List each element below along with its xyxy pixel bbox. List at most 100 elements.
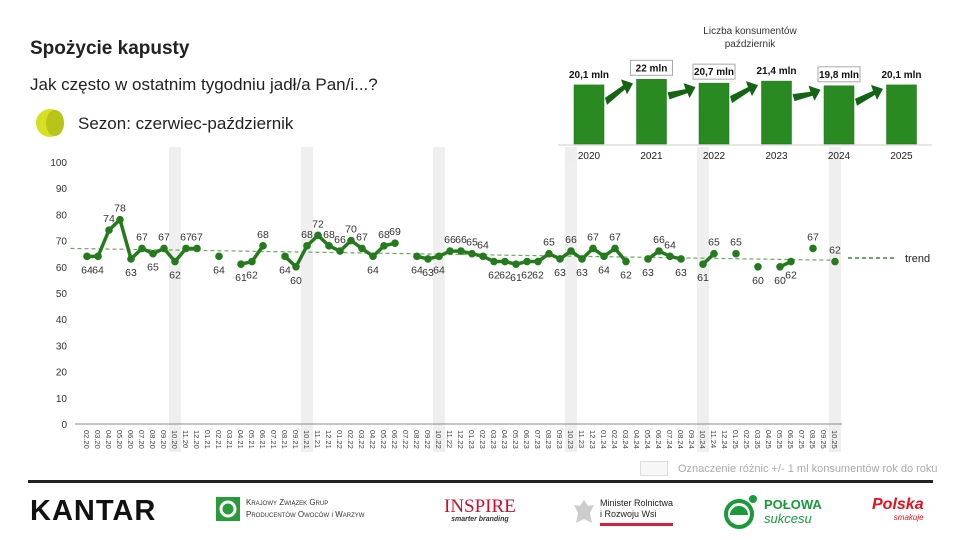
data-point: [182, 244, 190, 253]
trend-arrow-icon: [667, 83, 696, 100]
mini-legend-swatch: [565, 149, 574, 163]
data-label: 67: [807, 231, 819, 243]
data-point: [259, 242, 267, 250]
data-label: 64: [81, 264, 93, 276]
data-point: [809, 244, 817, 253]
x-tick-label: 07.21: [269, 430, 278, 449]
data-label: 68: [323, 229, 335, 241]
data-label: 65: [543, 237, 555, 249]
data-label: 64: [92, 264, 104, 276]
x-tick-label: 03.21: [225, 430, 234, 449]
x-tick-label: 03.23: [489, 430, 498, 449]
data-point: [171, 257, 179, 266]
legend-swatch: [640, 461, 668, 476]
eagle-emblem-icon: [574, 500, 594, 523]
x-tick-label: 02.25: [742, 430, 751, 449]
x-tick-label: 05.25: [775, 430, 784, 449]
mini-year-label: 2023: [765, 151, 788, 162]
kzgpow-logo: Krajowy Związek Grup Producentów Owoców …: [216, 497, 364, 521]
data-label: 64: [477, 239, 489, 251]
highlight-band: [829, 147, 841, 452]
data-label: 68: [378, 229, 390, 241]
data-label: 67: [609, 231, 621, 243]
data-point: [303, 242, 311, 250]
data-point: [578, 255, 586, 263]
mini-value-label: 20,1 mln: [881, 70, 921, 81]
kzgpow-icon: [216, 497, 240, 521]
x-tick-label: 10.24: [698, 430, 707, 449]
data-label: 68: [301, 229, 313, 241]
x-tick-label: 09.21: [291, 430, 300, 449]
mini-value-label: 22 mln: [636, 63, 668, 74]
data-point: [622, 257, 630, 266]
data-label: 64: [664, 239, 676, 251]
data-point: [732, 249, 740, 258]
y-tick-label: 0: [61, 420, 67, 431]
x-tick-label: 10.20: [170, 430, 179, 449]
x-tick-label: 01.24: [599, 430, 608, 449]
data-label: 67: [180, 231, 192, 243]
x-tick-label: 07.22: [401, 430, 410, 449]
data-point: [149, 249, 157, 258]
data-point: [523, 257, 531, 266]
x-tick-label: 09.23: [555, 430, 564, 449]
mini-year-label: 2024: [828, 151, 851, 162]
data-point: [391, 239, 399, 248]
data-label: 63: [576, 267, 588, 279]
data-label: 60: [290, 275, 302, 287]
data-label: 60: [774, 275, 786, 287]
survey-question: Jak często w ostatnim tygodniu jadł/a Pa…: [30, 75, 378, 94]
data-point: [292, 263, 300, 271]
data-point: [644, 255, 652, 263]
data-label: 64: [598, 264, 610, 276]
x-tick-label: 05.20: [115, 430, 124, 449]
polska-line1: Polska: [872, 496, 924, 513]
x-tick-label: 07.23: [533, 430, 542, 449]
data-label: 63: [422, 267, 434, 279]
mini-bar-2024: [823, 85, 855, 145]
x-tick-label: 12.24: [720, 430, 729, 449]
data-point: [490, 257, 498, 266]
trend-arrow-icon: [792, 85, 821, 102]
data-label: 63: [125, 267, 137, 279]
mini-label-box: [817, 66, 861, 83]
x-tick-label: 05.24: [643, 430, 652, 449]
x-tick-label: 03.20: [93, 430, 102, 449]
data-point: [677, 255, 685, 263]
mini-bar-2021: [636, 79, 667, 145]
data-label: 62: [488, 270, 500, 282]
data-point: [589, 244, 597, 253]
data-label: 64: [411, 264, 423, 276]
x-tick-label: 06.23: [522, 430, 531, 449]
x-tick-label: 07.24: [665, 430, 674, 449]
data-label: 62: [829, 245, 841, 257]
mini-bar-2023: [761, 80, 792, 145]
data-point: [138, 244, 146, 253]
data-label: 72: [312, 218, 324, 230]
mini-label-box: [630, 59, 673, 76]
mini-bar-2020: [573, 84, 605, 145]
x-tick-label: 05.22: [379, 430, 388, 449]
x-tick-label: 04.20: [104, 430, 113, 449]
mini-value-label: 20,1 mln: [569, 70, 609, 81]
data-point: [468, 249, 476, 258]
data-point: [358, 244, 366, 253]
data-point: [325, 242, 333, 250]
polowa-line1: POŁOWA: [764, 497, 822, 512]
data-label: 68: [257, 229, 269, 241]
data-label: 62: [785, 270, 797, 282]
data-label: 65: [730, 237, 742, 249]
data-point: [787, 257, 795, 266]
x-tick-label: 01.25: [731, 430, 740, 449]
data-point: [699, 260, 707, 268]
data-point: [446, 247, 454, 255]
data-point: [611, 244, 619, 253]
data-point: [105, 226, 113, 234]
mini-value-label: 20,7 mln: [694, 67, 734, 78]
polowa-sukcesu-logo: POŁOWA sukcesu: [724, 494, 822, 530]
data-point: [457, 247, 465, 255]
kzgpow-line2: Producentów Owoców i Warzyw: [246, 510, 365, 519]
highlight-band: [301, 147, 313, 452]
data-label: 62: [532, 270, 544, 282]
data-label: 69: [389, 226, 401, 238]
